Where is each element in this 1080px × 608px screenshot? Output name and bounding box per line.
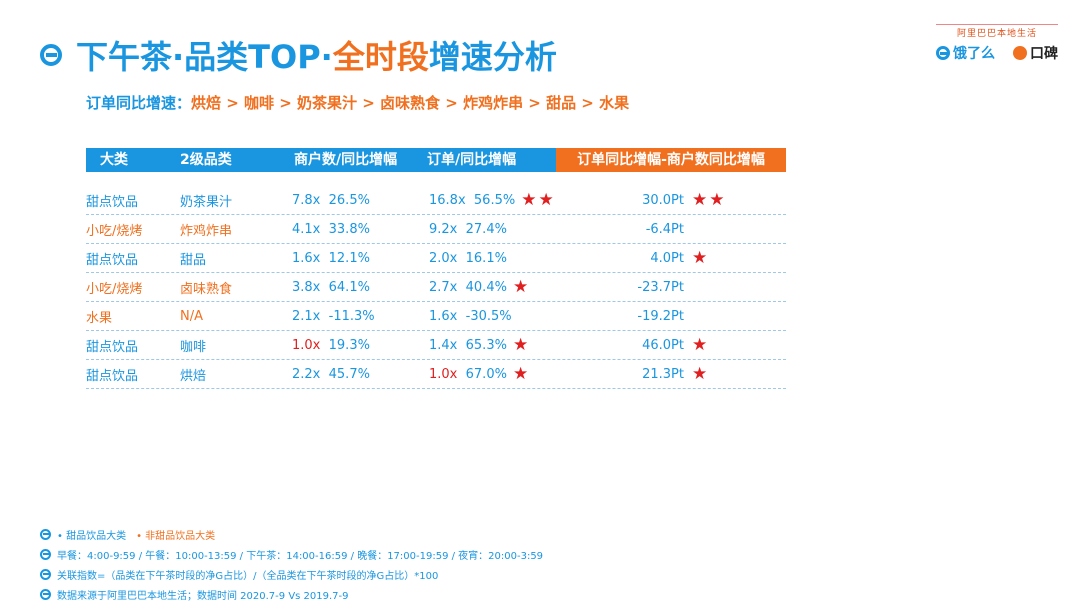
- table-row: 甜点饮品 咖啡 1.0x 19.3% 1.4x 65.3% ★ 46.0Pt ★: [86, 331, 786, 360]
- table-row: 小吃/烧烤 卤味熟食 3.8x 64.1% 2.7x 40.4% ★ -23.7Pt: [86, 273, 786, 302]
- cell-category: 甜点饮品: [86, 339, 139, 355]
- header-merchant: 商户数/同比增幅: [294, 152, 398, 168]
- cell-sub-category: N/A: [180, 308, 203, 324]
- star-icon: ★★: [521, 190, 556, 210]
- table-row: 小吃/烧烤 炸鸡炸串 4.1x 33.8% 9.2x 27.4% -6.4Pt: [86, 215, 786, 244]
- star-icon: ★★: [692, 190, 727, 210]
- cell-sub-category: 炸鸡炸串: [180, 223, 233, 239]
- order-growth-summary: 订单同比增速：烘焙 > 咖啡 > 奶茶果汁 > 卤味熟食 > 炸鸡炸串 > 甜品…: [86, 94, 630, 112]
- cell-sub-category: 卤味熟食: [180, 281, 233, 297]
- table-body: 甜点饮品 奶茶果汁 7.8x 26.5% 16.8x 56.5% ★★ 30.0Pt ★★ 小…: [86, 186, 786, 389]
- star-icon: ★: [692, 364, 710, 384]
- cell-order: 1.0x 67.0% ★: [429, 364, 531, 384]
- cell-merchant: 2.2x 45.7%: [292, 366, 370, 382]
- cell-sub-category: 甜品: [180, 252, 207, 268]
- cell-order: 2.0x 16.1%: [429, 250, 507, 266]
- cell-merchant: 4.1x 33.8%: [292, 221, 370, 237]
- cell-category: 水果: [86, 310, 113, 326]
- cell-category: 小吃/烧烤: [86, 281, 143, 297]
- legend-sweet: • 甜品饮品大类: [57, 530, 127, 542]
- cell-diff: -19.2Pt: [637, 308, 684, 324]
- cell-order: 1.6x -30.5%: [429, 308, 512, 324]
- table-row: 水果 N/A 2.1x -11.3% 1.6x -30.5% -19.2Pt: [86, 302, 786, 331]
- cell-diff: -23.7Pt: [637, 279, 684, 295]
- note-meals: 早餐：4:00-9:59 / 午餐：10:00-13:59 / 下午茶：14:0…: [40, 544, 543, 564]
- table-row: 甜点饮品 甜品 1.6x 12.1% 2.0x 16.1% 4.0Pt ★: [86, 244, 786, 273]
- cell-category: 甜点饮品: [86, 194, 139, 210]
- note-legend: • 甜品饮品大类 • 非甜品饮品大类: [40, 524, 543, 544]
- note-source: 数据来源于阿里巴巴本地生活；数据时间 2020.7-9 Vs 2019.7-9: [40, 584, 543, 604]
- star-icon: ★: [512, 277, 531, 297]
- cell-diff: 30.0Pt ★★: [642, 190, 727, 210]
- star-icon: ★: [512, 364, 531, 384]
- eleme-mini-icon: [936, 46, 950, 60]
- cell-sub-category: 咖啡: [180, 339, 207, 355]
- note-index: 关联指数=（品类在下午茶时段的净G占比）/（全品类在下午茶时段的净G占比）*10…: [40, 564, 543, 584]
- koubei-icon: [1013, 46, 1027, 60]
- note-bullet-icon: [40, 548, 51, 560]
- title-text: 下午茶·品类TOP·全时段增速分析: [76, 38, 557, 76]
- eleme-brand: 饿了么: [936, 43, 995, 63]
- cell-category: 甜点饮品: [86, 368, 139, 384]
- cell-category: 甜点饮品: [86, 252, 139, 268]
- cell-category: 小吃/烧烤: [86, 223, 143, 239]
- cell-diff: 4.0Pt ★: [650, 248, 710, 268]
- cell-merchant: 7.8x 26.5%: [292, 192, 370, 208]
- cell-order: 1.4x 65.3% ★: [429, 335, 531, 355]
- brand-group-name: 阿里巴巴本地生活: [936, 24, 1058, 39]
- koubei-brand: 口碑: [1013, 43, 1058, 63]
- cell-diff: 21.3Pt ★: [642, 364, 710, 384]
- page-title: 下午茶·品类TOP·全时段增速分析: [40, 30, 557, 80]
- cell-sub-category: 奶茶果汁: [180, 194, 233, 210]
- table-row: 甜点饮品 烘焙 2.2x 45.7% 1.0x 67.0% ★ 21.3Pt ★: [86, 360, 786, 389]
- cell-merchant: 1.6x 12.1%: [292, 250, 370, 266]
- header-order: 订单/同比增幅: [427, 152, 517, 168]
- cell-diff: 46.0Pt ★: [642, 335, 710, 355]
- cell-merchant: 3.8x 64.1%: [292, 279, 370, 295]
- legend-other: • 非甜品饮品大类: [136, 530, 216, 542]
- table-row: 甜点饮品 奶茶果汁 7.8x 26.5% 16.8x 56.5% ★★ 30.0Pt ★★: [86, 186, 786, 215]
- note-bullet-icon: [40, 568, 51, 580]
- table-header: 大类 2级品类 商户数/同比增幅 订单/同比增幅 订单同比增幅-商户数同比增幅: [86, 148, 786, 172]
- star-icon: ★: [692, 248, 710, 268]
- star-icon: ★: [692, 335, 710, 355]
- note-bullet-icon: [40, 588, 51, 600]
- cell-sub-category: 烘焙: [180, 368, 207, 384]
- header-sub-category: 2级品类: [180, 152, 232, 168]
- eleme-logo-icon: [40, 44, 62, 66]
- star-icon: ★: [512, 335, 531, 355]
- growth-table: 大类 2级品类 商户数/同比增幅 订单/同比增幅 订单同比增幅-商户数同比增幅 …: [86, 148, 786, 389]
- cell-merchant: 1.0x 19.3%: [292, 337, 370, 353]
- cell-diff: -6.4Pt: [645, 221, 684, 237]
- header-diff: 订单同比增幅-商户数同比增幅: [556, 148, 786, 172]
- brand-logo: 阿里巴巴本地生活 饿了么 口碑: [936, 24, 1058, 64]
- footnotes: • 甜品饮品大类 • 非甜品饮品大类 早餐：4:00-9:59 / 午餐：10:…: [40, 524, 543, 604]
- cell-merchant: 2.1x -11.3%: [292, 308, 375, 324]
- header-category: 大类: [100, 152, 128, 168]
- cell-order: 9.2x 27.4%: [429, 221, 507, 237]
- cell-order: 2.7x 40.4% ★: [429, 277, 531, 297]
- cell-order: 16.8x 56.5% ★★: [429, 190, 556, 210]
- note-bullet-icon: [40, 528, 51, 540]
